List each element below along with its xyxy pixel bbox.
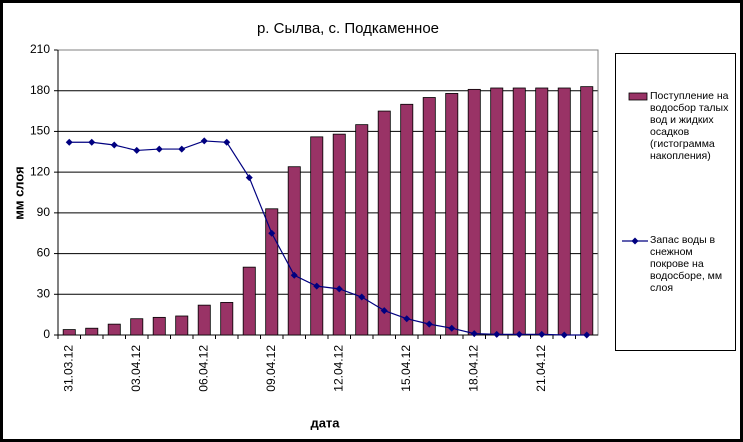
line — [69, 140, 587, 336]
bar — [130, 318, 144, 336]
marker — [335, 285, 343, 293]
y-tick-label: 90 — [37, 205, 51, 219]
legend-marker — [631, 237, 639, 245]
marker — [380, 307, 388, 315]
bar — [220, 302, 234, 336]
y-tick-label: 150 — [30, 124, 50, 138]
bar — [580, 86, 594, 336]
marker — [493, 330, 501, 338]
legend-label: Поступление на водосбор талых вод и жидк… — [650, 90, 729, 162]
marker — [560, 331, 568, 339]
x-tick-label: 31.03.12 — [61, 345, 75, 392]
x-tick-label: 06.04.12 — [196, 345, 210, 392]
x-tick-label: 03.04.12 — [129, 345, 143, 392]
legend-label: Запас воды в снежном покрове на водосбор… — [650, 234, 723, 294]
bar — [287, 166, 301, 336]
chart: р. Сылва, с. Подкаменное дата мм слоя 03… — [11, 20, 599, 430]
bar — [445, 93, 459, 336]
y-tick-label: 180 — [30, 83, 50, 97]
marker — [178, 145, 186, 153]
bar — [62, 329, 76, 336]
bar — [152, 316, 166, 336]
marker — [313, 282, 321, 290]
bar — [107, 323, 121, 336]
marker — [110, 141, 118, 149]
y-tick-label: 0 — [43, 327, 50, 341]
y-axis-label: мм слоя — [11, 166, 26, 220]
bar — [85, 327, 99, 336]
bar — [197, 304, 211, 336]
marker — [268, 229, 276, 237]
marker — [245, 174, 253, 182]
bar — [535, 87, 549, 336]
x-tick-label: 21.04.12 — [534, 345, 548, 392]
bar — [242, 266, 256, 336]
bar — [490, 87, 504, 336]
x-axis-label: дата — [310, 415, 340, 430]
marker — [155, 145, 163, 153]
x-tick-label: 18.04.12 — [466, 345, 480, 392]
marker — [470, 330, 478, 338]
bar — [332, 133, 346, 336]
legend-swatch — [622, 237, 648, 245]
bar — [175, 315, 189, 336]
marker — [583, 331, 591, 339]
y-tick-label: 120 — [30, 164, 50, 178]
x-tick-label: 09.04.12 — [264, 345, 278, 392]
marker — [358, 293, 366, 301]
legend-swatch — [628, 92, 648, 101]
y-tick-label: 60 — [37, 246, 51, 260]
marker — [88, 138, 96, 146]
x-tick-label: 15.04.12 — [399, 345, 413, 392]
bar — [310, 136, 324, 336]
marker — [200, 137, 208, 145]
y-tick-label: 30 — [37, 286, 51, 300]
bar — [400, 103, 414, 336]
marker — [290, 271, 298, 279]
legend: Поступление на водосбор талых вод и жидк… — [615, 53, 736, 351]
x-tick-label: 12.04.12 — [331, 345, 345, 392]
marker — [425, 320, 433, 328]
bar — [265, 208, 279, 336]
bar — [512, 87, 526, 336]
chart-title: р. Сылва, с. Подкаменное — [257, 20, 439, 37]
y-tick-label: 210 — [30, 42, 50, 56]
marker — [65, 138, 73, 146]
bar — [557, 87, 571, 336]
marker — [223, 138, 231, 146]
marker — [133, 146, 141, 154]
bar — [377, 110, 391, 336]
marker — [515, 330, 523, 338]
marker — [448, 324, 456, 332]
bar — [355, 124, 369, 336]
marker — [403, 315, 411, 323]
bar — [422, 97, 436, 336]
marker — [538, 330, 546, 338]
bar — [467, 88, 481, 336]
legend-bar — [628, 92, 648, 101]
